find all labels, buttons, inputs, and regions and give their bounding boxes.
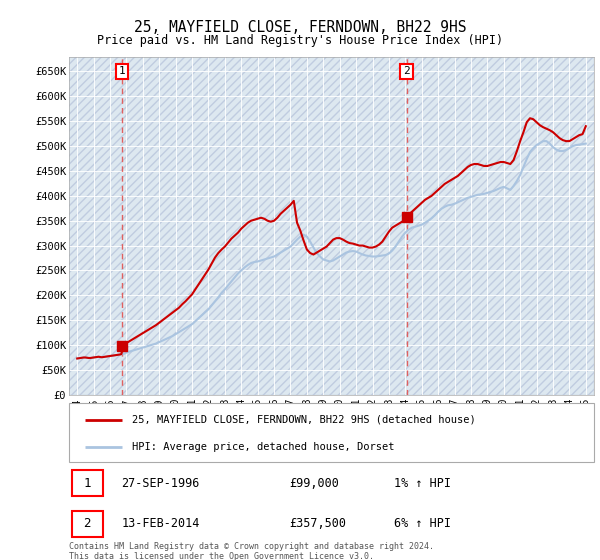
Text: 25, MAYFIELD CLOSE, FERNDOWN, BH22 9HS: 25, MAYFIELD CLOSE, FERNDOWN, BH22 9HS — [134, 20, 466, 35]
Text: 1: 1 — [83, 477, 91, 489]
Text: 6% ↑ HPI: 6% ↑ HPI — [395, 517, 452, 530]
Text: £357,500: £357,500 — [290, 517, 347, 530]
Text: Contains HM Land Registry data © Crown copyright and database right 2024.
This d: Contains HM Land Registry data © Crown c… — [69, 542, 434, 560]
Text: HPI: Average price, detached house, Dorset: HPI: Average price, detached house, Dors… — [132, 442, 395, 452]
Text: 2: 2 — [83, 517, 91, 530]
FancyBboxPatch shape — [71, 511, 103, 537]
Text: 25, MAYFIELD CLOSE, FERNDOWN, BH22 9HS (detached house): 25, MAYFIELD CLOSE, FERNDOWN, BH22 9HS (… — [132, 414, 476, 424]
FancyBboxPatch shape — [71, 470, 103, 496]
Text: 13-FEB-2014: 13-FEB-2014 — [121, 517, 200, 530]
Text: Price paid vs. HM Land Registry's House Price Index (HPI): Price paid vs. HM Land Registry's House … — [97, 34, 503, 46]
Text: £99,000: £99,000 — [290, 477, 340, 489]
Text: 1% ↑ HPI: 1% ↑ HPI — [395, 477, 452, 489]
Text: 2: 2 — [403, 67, 410, 77]
Text: 27-SEP-1996: 27-SEP-1996 — [121, 477, 200, 489]
Text: 1: 1 — [119, 67, 125, 77]
FancyBboxPatch shape — [69, 403, 594, 462]
